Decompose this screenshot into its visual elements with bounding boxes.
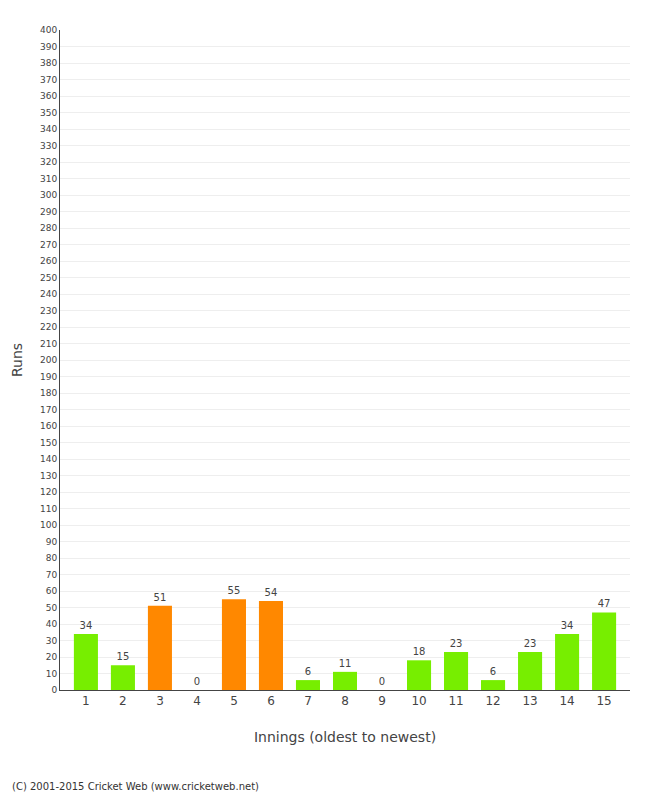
svg-text:15: 15 [596, 694, 611, 708]
svg-text:2: 2 [119, 694, 127, 708]
svg-text:23: 23 [450, 638, 463, 649]
svg-text:390: 390 [40, 42, 57, 52]
svg-text:54: 54 [265, 587, 278, 598]
svg-text:90: 90 [46, 537, 58, 547]
svg-text:34: 34 [561, 620, 574, 631]
svg-text:23: 23 [524, 638, 537, 649]
svg-text:320: 320 [40, 157, 57, 167]
svg-text:270: 270 [40, 240, 57, 250]
svg-text:310: 310 [40, 174, 57, 184]
svg-text:34: 34 [80, 620, 93, 631]
svg-text:13: 13 [522, 694, 537, 708]
svg-text:3: 3 [156, 694, 164, 708]
svg-text:5: 5 [230, 694, 238, 708]
svg-text:220: 220 [40, 322, 57, 332]
svg-text:330: 330 [40, 141, 57, 151]
svg-text:50: 50 [46, 603, 58, 613]
svg-text:18: 18 [413, 646, 426, 657]
svg-text:0: 0 [51, 685, 57, 695]
svg-text:200: 200 [40, 355, 57, 365]
svg-text:350: 350 [40, 108, 57, 118]
svg-text:400: 400 [40, 25, 57, 35]
svg-text:0: 0 [194, 676, 200, 687]
svg-text:210: 210 [40, 339, 57, 349]
svg-text:Runs: Runs [9, 343, 25, 377]
svg-text:10: 10 [46, 669, 58, 679]
svg-text:15: 15 [117, 651, 130, 662]
svg-text:130: 130 [40, 471, 57, 481]
svg-text:20: 20 [46, 652, 58, 662]
svg-text:47: 47 [598, 598, 611, 609]
svg-text:140: 140 [40, 454, 57, 464]
svg-text:51: 51 [154, 592, 167, 603]
svg-text:360: 360 [40, 91, 57, 101]
svg-text:340: 340 [40, 124, 57, 134]
svg-text:1: 1 [82, 694, 90, 708]
svg-text:Innings (oldest to newest): Innings (oldest to newest) [254, 729, 436, 745]
svg-text:60: 60 [46, 586, 58, 596]
svg-text:250: 250 [40, 273, 57, 283]
svg-text:14: 14 [559, 694, 574, 708]
svg-text:370: 370 [40, 75, 57, 85]
svg-text:4: 4 [193, 694, 201, 708]
svg-text:11: 11 [339, 658, 352, 669]
svg-text:120: 120 [40, 487, 57, 497]
svg-text:230: 230 [40, 306, 57, 316]
svg-text:9: 9 [378, 694, 386, 708]
svg-text:40: 40 [46, 619, 58, 629]
svg-text:10: 10 [411, 694, 426, 708]
svg-text:6: 6 [490, 666, 496, 677]
svg-text:170: 170 [40, 405, 57, 415]
svg-text:8: 8 [341, 694, 349, 708]
svg-text:11: 11 [448, 694, 463, 708]
svg-text:7: 7 [304, 694, 312, 708]
svg-text:(C) 2001-2015 Cricket Web (www: (C) 2001-2015 Cricket Web (www.cricketwe… [12, 781, 259, 792]
svg-text:80: 80 [46, 553, 58, 563]
svg-text:190: 190 [40, 372, 57, 382]
svg-text:300: 300 [40, 190, 57, 200]
svg-text:240: 240 [40, 289, 57, 299]
svg-text:6: 6 [305, 666, 311, 677]
svg-text:260: 260 [40, 256, 57, 266]
svg-text:110: 110 [40, 504, 57, 514]
svg-text:70: 70 [46, 570, 58, 580]
svg-text:100: 100 [40, 520, 57, 530]
svg-text:55: 55 [228, 585, 241, 596]
svg-text:150: 150 [40, 438, 57, 448]
svg-text:290: 290 [40, 207, 57, 217]
svg-text:0: 0 [379, 676, 385, 687]
svg-text:6: 6 [267, 694, 275, 708]
svg-text:12: 12 [485, 694, 500, 708]
svg-text:30: 30 [46, 636, 58, 646]
svg-text:180: 180 [40, 388, 57, 398]
svg-text:280: 280 [40, 223, 57, 233]
svg-text:380: 380 [40, 58, 57, 68]
svg-text:160: 160 [40, 421, 57, 431]
